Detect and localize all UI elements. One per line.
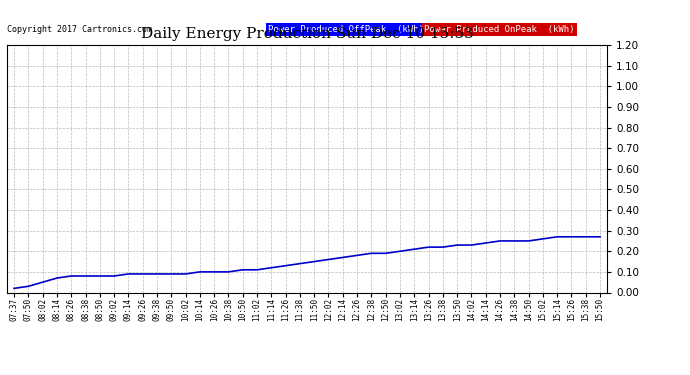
- Text: Copyright 2017 Cartronics.com: Copyright 2017 Cartronics.com: [7, 25, 152, 34]
- Text: Power Produced OffPeak  (kWh): Power Produced OffPeak (kWh): [268, 25, 424, 34]
- Title: Daily Energy Production Sun Dec 10 15:53: Daily Energy Production Sun Dec 10 15:53: [141, 27, 473, 41]
- Text: Power Produced OnPeak  (kWh): Power Produced OnPeak (kWh): [424, 25, 575, 34]
